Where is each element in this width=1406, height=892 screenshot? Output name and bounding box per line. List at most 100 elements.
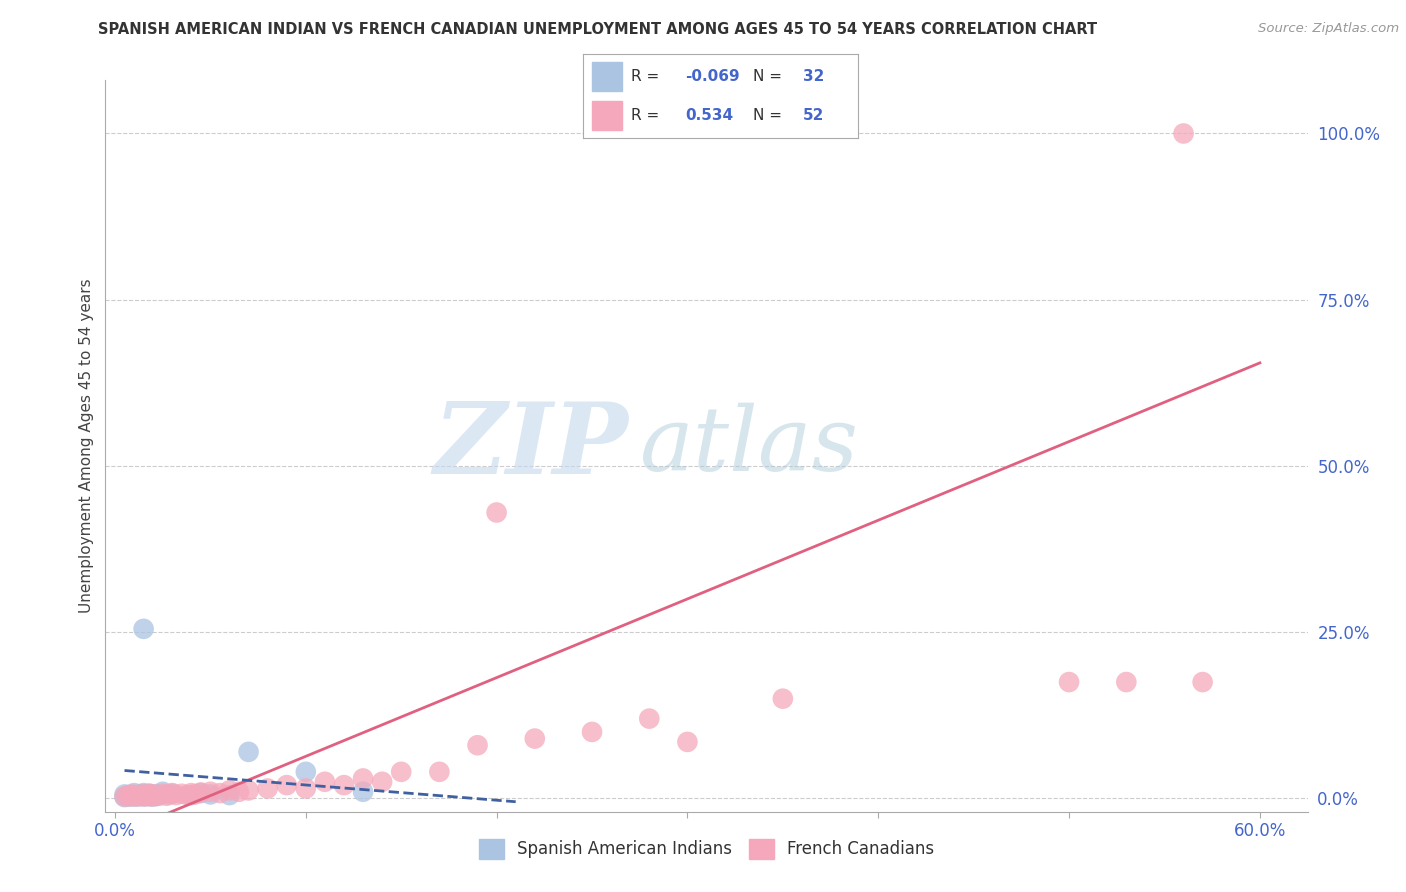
Point [638, 712, 661, 726]
Point [389, 764, 412, 779]
Point [162, 787, 183, 801]
Point [132, 622, 155, 636]
Point [122, 789, 145, 803]
Point [165, 788, 187, 802]
Point [127, 788, 149, 802]
Text: R =: R = [631, 69, 665, 84]
Point [135, 789, 157, 804]
Point [485, 506, 508, 520]
Point [523, 731, 546, 746]
Text: SPANISH AMERICAN INDIAN VS FRENCH CANADIAN UNEMPLOYMENT AMONG AGES 45 TO 54 YEAR: SPANISH AMERICAN INDIAN VS FRENCH CANADI… [98, 22, 1098, 37]
Point [200, 788, 222, 802]
Point [295, 764, 318, 779]
Point [256, 781, 278, 796]
Point [114, 789, 136, 804]
Point [1173, 127, 1195, 141]
Text: 0.534: 0.534 [685, 108, 733, 123]
Point [371, 774, 394, 789]
Point [190, 785, 212, 799]
Point [146, 788, 169, 802]
Point [131, 788, 153, 802]
Point [128, 789, 150, 803]
Point [190, 786, 212, 800]
Point [427, 764, 450, 779]
Point [121, 788, 143, 802]
Point [132, 789, 155, 804]
Point [176, 788, 198, 802]
Point [143, 789, 166, 803]
Point [1191, 675, 1213, 690]
Point [170, 787, 193, 801]
Point [581, 725, 603, 739]
Point [238, 783, 260, 797]
Point [352, 772, 374, 786]
Y-axis label: Unemployment Among Ages 45 to 54 years: Unemployment Among Ages 45 to 54 years [79, 278, 94, 614]
Point [352, 785, 374, 799]
Point [136, 788, 159, 802]
Point [180, 788, 202, 802]
Text: N =: N = [754, 69, 787, 84]
Point [143, 789, 166, 804]
Point [333, 778, 356, 792]
Point [314, 774, 336, 789]
Point [467, 738, 489, 752]
Text: 52: 52 [803, 108, 824, 123]
Point [114, 788, 136, 802]
Point [218, 783, 240, 797]
Point [132, 789, 155, 803]
Point [120, 789, 142, 804]
Point [208, 786, 231, 800]
Point [136, 789, 159, 803]
Point [152, 785, 174, 799]
Point [122, 786, 145, 800]
Point [121, 789, 143, 804]
Bar [592, 62, 621, 91]
Point [1115, 675, 1137, 690]
Point [200, 785, 222, 799]
Point [155, 789, 177, 803]
Point [125, 789, 148, 804]
Point [157, 788, 180, 802]
Point [152, 787, 174, 801]
Point [117, 788, 139, 802]
Text: -0.069: -0.069 [685, 69, 740, 84]
Point [128, 789, 150, 804]
Point [138, 787, 160, 801]
Point [122, 789, 145, 803]
Point [142, 788, 165, 802]
Point [1057, 675, 1080, 690]
Text: atlas: atlas [640, 402, 859, 490]
Point [120, 788, 142, 802]
Point [228, 785, 250, 799]
Point [138, 787, 160, 801]
Text: ZIP: ZIP [433, 398, 628, 494]
Point [117, 789, 139, 804]
Point [141, 789, 163, 804]
Text: Source: ZipAtlas.com: Source: ZipAtlas.com [1258, 22, 1399, 36]
Point [146, 788, 169, 802]
Point [142, 788, 165, 802]
Text: N =: N = [754, 108, 787, 123]
Point [238, 745, 260, 759]
Point [135, 788, 157, 802]
Point [218, 788, 240, 802]
Point [131, 788, 153, 802]
Point [276, 778, 298, 792]
Point [180, 786, 202, 800]
Point [127, 788, 149, 802]
Point [114, 790, 136, 805]
Point [184, 788, 207, 802]
Bar [592, 101, 621, 130]
Point [132, 786, 155, 800]
Point [138, 789, 160, 803]
Point [125, 789, 148, 804]
Text: R =: R = [631, 108, 665, 123]
Text: 32: 32 [803, 69, 824, 84]
Point [772, 691, 794, 706]
Point [148, 789, 170, 803]
Point [295, 781, 318, 796]
Point [676, 735, 699, 749]
Legend: Spanish American Indians, French Canadians: Spanish American Indians, French Canadia… [472, 832, 941, 865]
Point [162, 786, 183, 800]
Point [141, 789, 163, 804]
